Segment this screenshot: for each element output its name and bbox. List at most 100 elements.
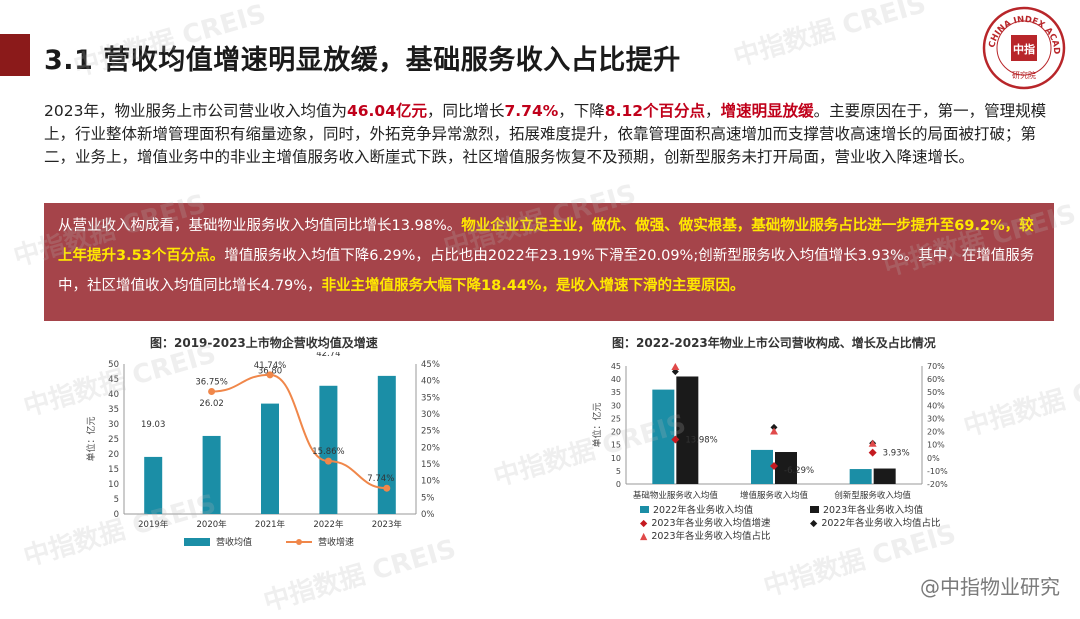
y2-tick-label: -20%	[927, 480, 948, 489]
share-2022-marker	[770, 423, 778, 431]
bar-2023	[775, 452, 797, 484]
y-tick-label: 25	[108, 435, 119, 445]
y-tick-label: 30	[611, 401, 621, 410]
share-2023-marker	[671, 363, 680, 371]
para-text: ，	[705, 102, 721, 120]
y-tick-label: 25	[611, 414, 621, 423]
growth-label: 41.74%	[254, 361, 286, 371]
growth-point	[324, 457, 332, 465]
y2-tick-label: 60%	[927, 375, 945, 384]
y-axis-title: 单位：亿元	[591, 402, 603, 447]
para-highlight: 7.74%	[504, 102, 559, 120]
callout-highlight: 非业主增值服务大幅下降18.44%，是收入增速下滑的主要原因。	[321, 278, 745, 294]
bar	[377, 375, 396, 514]
growth-label: 36.75%	[195, 378, 227, 388]
y-tick-label: 45	[108, 375, 119, 385]
y2-tick-label: 5%	[421, 493, 435, 503]
y2-tick-label: 40%	[927, 401, 945, 410]
y-tick-label: 45	[611, 362, 621, 371]
bar-value-label: 26.02	[199, 399, 223, 409]
bar-2022	[849, 469, 872, 484]
y-tick-label: 20	[108, 450, 119, 460]
growth-marker	[770, 462, 778, 471]
summary-paragraph: 2023年，物业服务上市公司营业收入均值为46.04亿元，同比增长7.74%，下…	[44, 100, 1054, 169]
growth-label: 7.74%	[367, 474, 394, 484]
y-tick-label: 0	[114, 510, 119, 520]
x-tick-label: 创新型服务收入均值	[834, 490, 911, 501]
callout-highlight: 物业企业立足主业，做优、做强、做实根基，基础物业服务占比进一步提升至69.2%，…	[58, 218, 1034, 264]
y2-tick-label: 10%	[927, 441, 945, 450]
x-tick-label: 增值服务收入均值	[740, 490, 809, 501]
legend-item: 2022年各业务收入均值	[640, 504, 810, 517]
watermark: 中指数据 CREIS	[730, 0, 930, 73]
chart-revenue-mean-growth: 0 5 10 15 20 25 30 35 40 45 50 0% 5% 10% 15% 20% 25% 30% 3…	[85, 352, 440, 548]
growth-line	[211, 373, 387, 490]
y2-tick-label: 10%	[421, 477, 440, 487]
growth-point	[383, 484, 391, 492]
y-tick-label: 5	[114, 495, 119, 505]
page-title: 3.1 营收均值增速明显放缓，基础服务收入占比提升	[44, 45, 681, 76]
revenue-structure-callout: 从营业收入构成看，基础物业服务收入均值同比增长13.98%。物业企业立足主业，做…	[44, 203, 1054, 321]
y2-tick-label: 35%	[421, 393, 440, 403]
y-tick-label: 0	[616, 480, 621, 489]
growth-label: 3.93%	[883, 449, 910, 459]
growth-point	[208, 388, 216, 395]
y2-tick-label: -10%	[927, 467, 948, 476]
bar	[261, 403, 279, 514]
y-tick-label: 10	[108, 480, 119, 490]
seal-bottom-text: 研究院	[1012, 70, 1036, 80]
bar-2023	[873, 468, 896, 484]
bar-value-label: 19.03	[141, 420, 165, 430]
footer-brand: @中指物业研究	[920, 575, 1060, 599]
growth-point	[266, 371, 274, 379]
y2-tick-label: 45%	[421, 360, 440, 370]
y2-tick-label: 70%	[927, 362, 945, 371]
growth-label: 15.86%	[312, 447, 344, 457]
bar	[319, 385, 338, 514]
y2-tick-label: 50%	[927, 388, 945, 397]
triangle-icon: ▲	[640, 531, 648, 542]
growth-label: 13.98%	[685, 435, 717, 445]
x-tick-label: 2019年	[138, 519, 169, 530]
chart-revenue-structure: 0 5 10 15 20 25 30 35 40 45 -20% -10% 0% 10% 20% 30% 40%…	[591, 362, 948, 501]
diamond-icon: ◆	[640, 518, 648, 529]
callout-text: 从营业收入构成看，基础物业服务收入均值同比增长13.98%。	[58, 218, 462, 234]
china-index-academy-seal: CHINA INDEX ACADEMY 中指 研究院	[982, 6, 1066, 90]
chart2-legend: 2022年各业务收入均值 2023年各业务收入均值 ◆ 2023年各业务收入均值增…	[640, 504, 980, 543]
para-text: 。主要原因在于，第一，管理规模上，行业整体新增管理面积有缩量迹象，同时，外拓竞争…	[44, 102, 1047, 166]
legend-item: 2023年各业务收入均值	[810, 504, 923, 517]
callout-text: 增值服务收入均值下降6.29%，占比也由2022年23.19%下滑至20.09%…	[58, 248, 1035, 294]
legend-item: ◆ 2022年各业务收入均值占比	[810, 518, 941, 529]
y-axis-title: 单位：亿元	[85, 416, 97, 461]
para-highlight: 8.12个百分点	[604, 102, 706, 120]
growth-marker	[671, 435, 680, 444]
bar	[144, 456, 163, 514]
bar	[202, 435, 221, 514]
bar-2023	[676, 376, 699, 484]
bar-2022	[751, 449, 773, 484]
chart1-title: 图：2019-2023上市物企营收均值及增速	[150, 336, 378, 350]
title-accent-bar	[0, 34, 30, 76]
legend-swatch-teal	[640, 506, 649, 513]
para-text: ，同比增长	[426, 102, 505, 120]
seal-center-text: 中指	[1013, 42, 1035, 56]
legend-swatch-dot	[296, 539, 302, 545]
y2-tick-label: 30%	[421, 410, 440, 420]
y2-tick-label: 30%	[927, 414, 945, 423]
x-tick-label: 2023年	[372, 519, 403, 530]
y-tick-label: 20	[611, 428, 621, 437]
legend-label: 营收均值	[216, 536, 252, 548]
bar-value-label: 42.74	[316, 352, 340, 359]
y2-tick-label: 0%	[927, 454, 940, 463]
legend-item: ◆ 2023年各业务收入均值增速	[640, 518, 771, 529]
growth-label: -6.29%	[784, 466, 814, 476]
y2-tick-label: 0%	[421, 510, 435, 520]
y-tick-label: 15	[108, 465, 119, 475]
y2-tick-label: 15%	[421, 460, 440, 470]
y-tick-label: 5	[616, 467, 621, 476]
share-2023-marker	[770, 427, 778, 435]
x-tick-label: 2022年	[313, 519, 344, 530]
y-tick-label: 35	[611, 388, 621, 397]
y2-tick-label: 25%	[421, 427, 440, 437]
y-tick-label: 50	[108, 360, 119, 370]
